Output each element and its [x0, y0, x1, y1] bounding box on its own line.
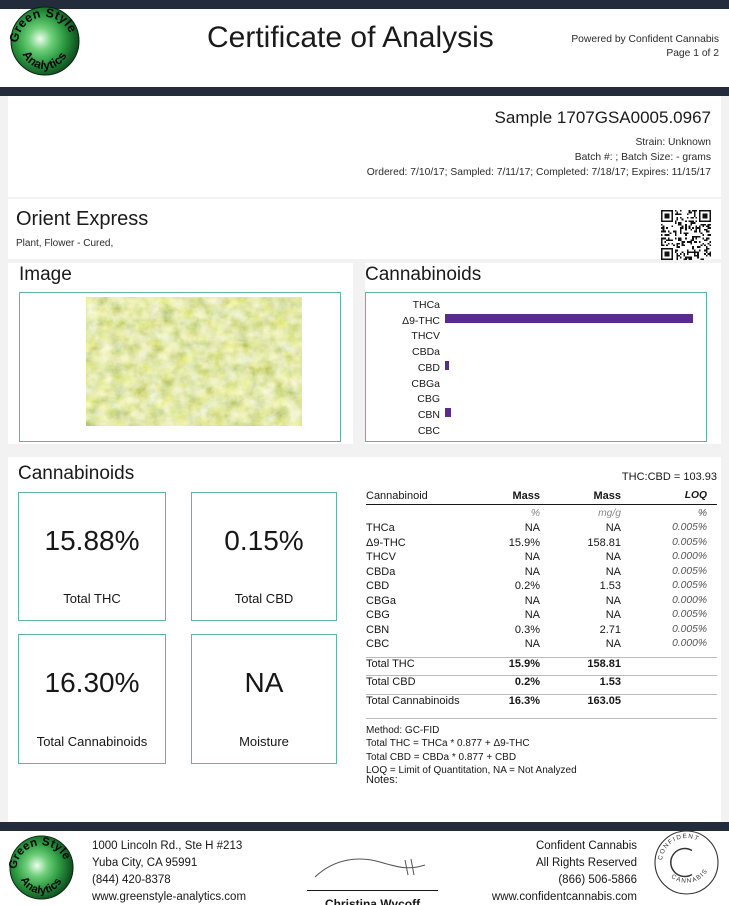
svg-text:CONFIDENT: CONFIDENT — [657, 833, 701, 861]
